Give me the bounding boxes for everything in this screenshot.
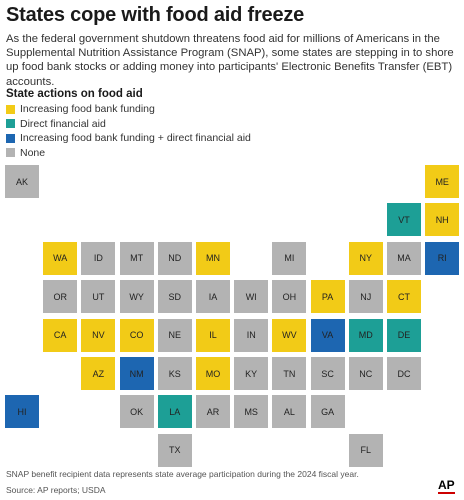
source-note: Source: AP reports; USDA	[6, 485, 106, 495]
state-tile-nm: NM	[119, 357, 154, 390]
legend-label: Increasing food bank funding	[20, 103, 155, 116]
state-tile-sc: SC	[310, 357, 345, 390]
legend-swatch	[6, 104, 15, 114]
state-tile-tx: TX	[157, 433, 192, 467]
state-tile-nd: ND	[157, 241, 192, 275]
legend-title: State actions on food aid	[6, 88, 143, 100]
state-tile-ms: MS	[234, 395, 269, 429]
state-tile-ma: MA	[387, 241, 421, 275]
state-tile-nj: NJ	[348, 280, 383, 314]
state-tile-me: ME	[425, 165, 460, 198]
page-subtitle: As the federal government shutdown threa…	[6, 33, 454, 88]
state-tile-fl: FL	[348, 433, 383, 467]
state-tile-hi: HI	[5, 395, 39, 429]
state-tile-mo: MO	[196, 357, 230, 390]
legend-item-direct: Direct financial aid	[6, 117, 251, 132]
state-tile-mt: MT	[119, 241, 154, 275]
state-tile-nh: NH	[425, 203, 460, 237]
footnote: SNAP benefit recipient data represents s…	[6, 469, 359, 479]
state-tile-id: ID	[81, 241, 116, 275]
state-tile-ok: OK	[119, 395, 154, 429]
legend-swatch	[6, 148, 15, 158]
state-tile-ky: KY	[234, 357, 269, 390]
state-tile-ga: GA	[310, 395, 345, 429]
state-tile-mn: MN	[196, 241, 230, 275]
state-tile-ca: CA	[43, 318, 78, 352]
state-tile-ne: NE	[157, 318, 192, 352]
state-tile-nc: NC	[348, 357, 383, 390]
legend-item-both: Increasing food bank funding + direct fi…	[6, 131, 251, 146]
state-tile-ak: AK	[5, 165, 39, 198]
state-tile-ny: NY	[348, 241, 383, 275]
state-tile-dc: DC	[387, 357, 421, 390]
legend: Increasing food bank funding Direct fina…	[6, 102, 251, 160]
state-tile-or: OR	[43, 280, 78, 314]
state-tile-ia: IA	[196, 280, 230, 314]
legend-item-funding: Increasing food bank funding	[6, 102, 251, 117]
state-tile-ri: RI	[425, 241, 460, 275]
legend-label: Increasing food bank funding + direct fi…	[20, 132, 251, 145]
state-tile-pa: PA	[310, 280, 345, 314]
ap-logo: AP	[438, 478, 455, 494]
state-tile-ks: KS	[157, 357, 192, 390]
legend-label: Direct financial aid	[20, 117, 106, 130]
state-tile-va: VA	[310, 318, 345, 352]
state-tile-wy: WY	[119, 280, 154, 314]
state-tile-al: AL	[272, 395, 307, 429]
state-tile-ct: CT	[387, 280, 421, 314]
state-tile-ut: UT	[81, 280, 116, 314]
state-tile-de: DE	[387, 318, 421, 352]
state-tile-ar: AR	[196, 395, 230, 429]
state-tile-mi: MI	[272, 241, 307, 275]
state-tile-wa: WA	[43, 241, 78, 275]
state-tile-wi: WI	[234, 280, 269, 314]
state-tile-nv: NV	[81, 318, 116, 352]
state-tile-az: AZ	[81, 357, 116, 390]
state-tile-il: IL	[196, 318, 230, 352]
state-tile-sd: SD	[157, 280, 192, 314]
state-tile-md: MD	[348, 318, 383, 352]
state-tile-co: CO	[119, 318, 154, 352]
state-tile-oh: OH	[272, 280, 307, 314]
state-tile-in: IN	[234, 318, 269, 352]
legend-label: None	[20, 146, 46, 159]
state-tile-la: LA	[157, 395, 192, 429]
page-title: States cope with food aid freeze	[6, 4, 305, 26]
state-tile-tn: TN	[272, 357, 307, 390]
legend-swatch	[6, 133, 15, 143]
state-tile-wv: WV	[272, 318, 307, 352]
state-tile-vt: VT	[387, 203, 421, 237]
legend-item-none: None	[6, 146, 251, 161]
legend-swatch	[6, 119, 15, 129]
